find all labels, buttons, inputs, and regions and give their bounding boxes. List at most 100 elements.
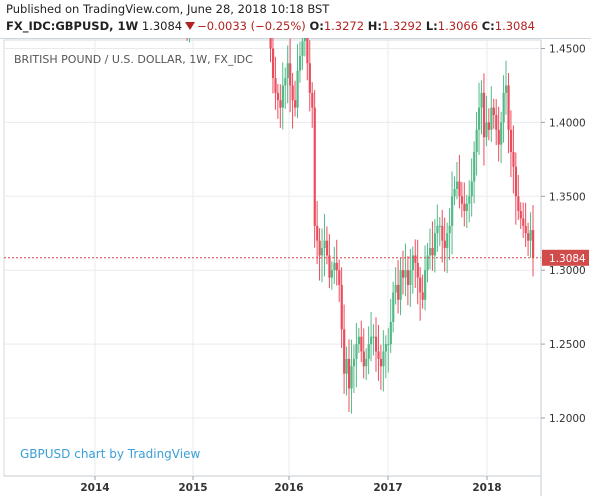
candle-body bbox=[428, 248, 432, 256]
candle bbox=[406, 256, 410, 306]
candle bbox=[443, 217, 446, 272]
candle-body bbox=[497, 129, 500, 145]
candle-body bbox=[357, 336, 361, 345]
candle-body bbox=[325, 240, 329, 256]
candle bbox=[490, 86, 493, 142]
candle bbox=[500, 111, 503, 164]
candle bbox=[478, 82, 481, 155]
candle bbox=[473, 141, 476, 204]
candle-body bbox=[284, 78, 287, 86]
candle bbox=[348, 339, 351, 412]
candle bbox=[284, 67, 287, 109]
candle bbox=[441, 209, 444, 263]
candle-body bbox=[414, 255, 417, 263]
candle-body bbox=[453, 188, 456, 197]
candle bbox=[485, 95, 488, 147]
candle-body bbox=[448, 225, 451, 234]
candle-body bbox=[436, 225, 439, 234]
candles bbox=[186, 38, 535, 414]
candle bbox=[311, 82, 314, 128]
candle bbox=[301, 38, 304, 70]
candle-body bbox=[404, 270, 407, 278]
candle bbox=[532, 205, 535, 277]
candle bbox=[372, 324, 375, 356]
chart-watermark: GBPUSD chart by TradingView bbox=[20, 447, 200, 461]
candle bbox=[289, 38, 292, 113]
candle bbox=[333, 246, 336, 284]
candle bbox=[392, 281, 395, 333]
candle bbox=[298, 41, 302, 83]
candle bbox=[308, 40, 311, 112]
candle-body bbox=[303, 38, 307, 42]
candle bbox=[397, 260, 400, 314]
candle-body bbox=[480, 92, 483, 108]
candle-body bbox=[465, 203, 468, 212]
candle-body bbox=[392, 292, 395, 322]
candle-body bbox=[360, 336, 363, 352]
candle bbox=[519, 202, 522, 229]
candle-body bbox=[411, 255, 414, 271]
candle bbox=[507, 73, 510, 154]
candle-body bbox=[281, 85, 284, 108]
candle bbox=[433, 219, 437, 273]
candle bbox=[428, 228, 432, 270]
candle-body bbox=[460, 196, 464, 204]
candle-body bbox=[455, 181, 459, 189]
x-tick-label: 2014 bbox=[80, 482, 109, 494]
candle bbox=[276, 83, 280, 119]
candle bbox=[487, 108, 491, 141]
candle-body bbox=[318, 240, 321, 256]
last-price-label: 1.3084 bbox=[549, 253, 586, 265]
candle bbox=[362, 328, 365, 379]
candle bbox=[350, 339, 353, 414]
candle bbox=[497, 106, 500, 162]
candle bbox=[306, 38, 309, 81]
candle-body bbox=[274, 78, 277, 93]
candle bbox=[451, 171, 454, 255]
candle-body bbox=[478, 107, 481, 130]
candle bbox=[355, 322, 358, 388]
candle-body bbox=[328, 255, 331, 278]
candle-body bbox=[345, 358, 348, 374]
candle-body bbox=[443, 240, 446, 249]
candle bbox=[460, 182, 464, 218]
chart-title: BRITISH POUND / U.S. DOLLAR, 1W, FX_IDC bbox=[14, 53, 253, 66]
candle bbox=[291, 73, 294, 129]
candle-body bbox=[335, 262, 338, 271]
candle-body bbox=[291, 85, 294, 101]
candle-body bbox=[343, 329, 346, 374]
candle-body bbox=[473, 151, 476, 182]
candle-body bbox=[512, 151, 515, 167]
candle bbox=[495, 99, 498, 146]
candle bbox=[303, 38, 307, 57]
candle-body bbox=[279, 100, 282, 108]
y-tick-label: 1.2500 bbox=[549, 339, 586, 351]
candle-body bbox=[529, 229, 532, 241]
candle bbox=[404, 243, 407, 297]
candle-body bbox=[463, 203, 466, 212]
candle bbox=[509, 110, 513, 178]
candle-body bbox=[470, 181, 473, 197]
candle-body bbox=[487, 122, 491, 130]
published-info: Published on TradingView.com, June 28, 2… bbox=[6, 2, 330, 16]
price-chart[interactable]: 1.20001.25001.30001.35001.40001.45001.50… bbox=[0, 38, 591, 496]
open-label: O: bbox=[309, 19, 324, 33]
candle-body bbox=[433, 233, 437, 256]
candle bbox=[463, 182, 466, 227]
candle-body bbox=[286, 63, 289, 79]
y-tick-label: 1.3500 bbox=[549, 191, 586, 203]
candle-body bbox=[382, 351, 385, 367]
candle-body bbox=[482, 92, 486, 138]
candle bbox=[352, 344, 356, 394]
candle bbox=[335, 239, 338, 286]
candle bbox=[394, 267, 397, 305]
price-change: −0.0033 (−0.25%) bbox=[197, 19, 306, 33]
candle bbox=[468, 180, 471, 223]
candle bbox=[296, 44, 299, 119]
candle bbox=[321, 228, 324, 283]
candle-body bbox=[527, 233, 530, 241]
candle bbox=[377, 324, 380, 381]
candle bbox=[414, 239, 417, 288]
candle bbox=[382, 330, 385, 392]
close-label: C: bbox=[481, 19, 495, 33]
